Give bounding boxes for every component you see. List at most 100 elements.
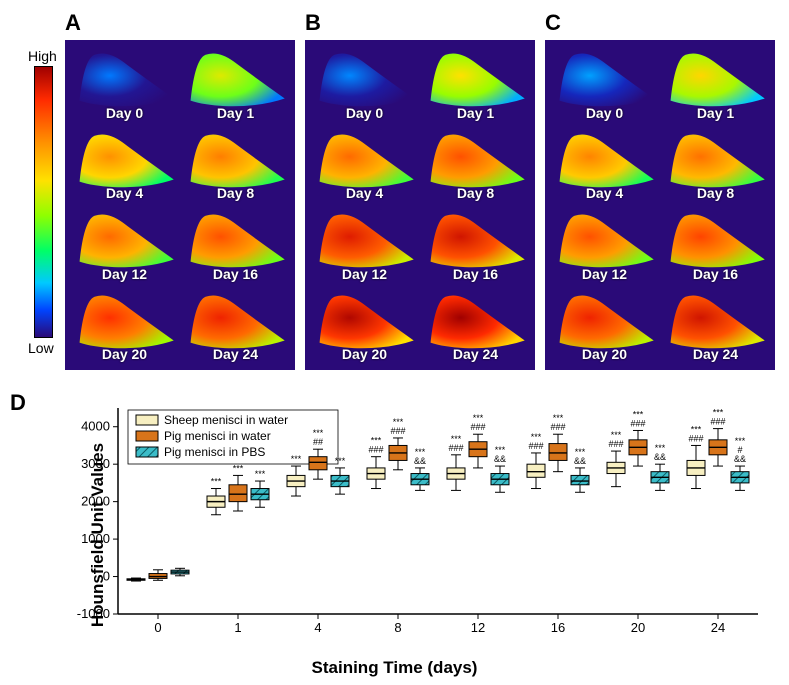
heat-cell-day-day8: Day 8: [662, 127, 769, 204]
heat-cell-day-day8: Day 8: [422, 127, 529, 204]
x-tick-label: 16: [551, 620, 565, 635]
colorbar-high-label: High: [28, 48, 57, 64]
legend-swatch: [136, 415, 158, 425]
sig-label: ###: [688, 433, 703, 443]
heat-panel-b: Day 0Day 1Day 4Day 8 Day 12Day 16 Day 20Da…: [305, 40, 535, 370]
y-tick-label: 3000: [81, 456, 110, 471]
heat-cell-label: Day 20: [551, 346, 658, 362]
top-row: A B C High Low Normalized attenuation Da…: [0, 10, 789, 380]
legend-label: Pig menisci in PBS: [164, 445, 265, 459]
sig-label: ###: [470, 422, 485, 432]
heat-cell-day-day16: Day 16: [662, 207, 769, 284]
sig-label: &&: [734, 454, 746, 464]
box: [549, 444, 567, 461]
sig-label: ***: [335, 456, 346, 466]
y-tick-label: 1000: [81, 531, 110, 546]
panel-label-c: C: [545, 10, 561, 36]
legend-label: Sheep menisci in water: [164, 413, 288, 427]
heat-cell-day-day0: Day 0: [311, 46, 418, 123]
heat-cell-label: Day 16: [662, 266, 769, 282]
heat-cell-day-day20: Day 20: [551, 288, 658, 365]
heat-grid: Day 0Day 1Day 4Day 8 Day 12Day 16 Day 20Da…: [311, 46, 529, 364]
colorbar-bar: [34, 66, 53, 338]
colorbar-low-label: Low: [28, 340, 54, 356]
heat-cell-label: Day 20: [311, 346, 418, 362]
panel-label-a: A: [65, 10, 81, 36]
legend-swatch: [136, 447, 158, 457]
heat-cell-day-day4: Day 4: [311, 127, 418, 204]
heat-cell-day-day24: Day 24: [182, 288, 289, 365]
heat-cell-label: Day 24: [182, 346, 289, 362]
x-tick-label: 20: [631, 620, 645, 635]
heat-cell-label: Day 8: [422, 185, 529, 201]
heat-cell-label: Day 16: [182, 266, 289, 282]
sig-label: ##: [313, 437, 323, 447]
heat-cell-day-day1: Day 1: [662, 46, 769, 123]
heat-cell-label: Day 12: [71, 266, 178, 282]
heat-cell-label: Day 8: [182, 185, 289, 201]
sig-label: &&: [414, 456, 426, 466]
heat-cell-day-day4: Day 4: [71, 127, 178, 204]
heat-cell-day-day16: Day 16: [422, 207, 529, 284]
y-tick-label: 4000: [81, 419, 110, 434]
sig-label: &&: [654, 452, 666, 462]
x-tick-label: 12: [471, 620, 485, 635]
heat-cell-label: Day 12: [311, 266, 418, 282]
panel-label-d: D: [10, 390, 26, 416]
box: [527, 464, 545, 477]
sig-label: ###: [608, 439, 623, 449]
heat-cell-label: Day 1: [422, 105, 529, 121]
heat-cell-label: Day 20: [71, 346, 178, 362]
sig-label: ###: [630, 418, 645, 428]
box: [229, 485, 247, 502]
heat-cell-day-day24: Day 24: [662, 288, 769, 365]
heat-cell-label: Day 4: [71, 185, 178, 201]
heat-cell-label: Day 16: [422, 266, 529, 282]
sig-label: ###: [550, 422, 565, 432]
heat-panel-a: Day 0Day 1Day 4Day 8Day 12Day 16Day 20Da…: [65, 40, 295, 370]
x-tick-label: 1: [234, 620, 241, 635]
x-tick-label: 4: [314, 620, 321, 635]
heat-cell-label: Day 1: [182, 105, 289, 121]
heat-cell-label: Day 0: [311, 105, 418, 121]
y-tick-label: 2000: [81, 494, 110, 509]
heat-cell-day-day16: Day 16: [182, 207, 289, 284]
panel-label-b: B: [305, 10, 321, 36]
sig-label: ###: [448, 443, 463, 453]
boxplot-svg: -100001000200030004000014812162024Sheep …: [68, 400, 768, 648]
heat-panel-c: Day 0Day 1 Day 4Day 8 Day 12Day 16 Day 20Da…: [545, 40, 775, 370]
x-tick-label: 8: [394, 620, 401, 635]
heat-cell-day-day20: Day 20: [311, 288, 418, 365]
legend-swatch: [136, 431, 158, 441]
heat-cell-label: Day 4: [551, 185, 658, 201]
sig-label: &&: [574, 456, 586, 466]
heat-grid: Day 0Day 1 Day 4Day 8 Day 12Day 16 Day 20Da…: [551, 46, 769, 364]
heat-cell-day-day1: Day 1: [422, 46, 529, 123]
sig-label: ###: [528, 441, 543, 451]
figure-root: A B C High Low Normalized attenuation Da…: [0, 0, 789, 685]
box: [571, 475, 589, 484]
heat-cell-day-day12: Day 12: [551, 207, 658, 284]
boxplot-panel: D Hounsfield Unit Values -10000100020003…: [0, 390, 789, 680]
x-axis-label: Staining Time (days): [312, 658, 478, 678]
heat-cell-day-day0: Day 0: [551, 46, 658, 123]
sig-label: ***: [211, 477, 222, 487]
heat-cell-label: Day 24: [662, 346, 769, 362]
heat-cell-day-day1: Day 1: [182, 46, 289, 123]
heat-cell-label: Day 24: [422, 346, 529, 362]
sig-label: ***: [233, 463, 244, 473]
heat-cell-label: Day 8: [662, 185, 769, 201]
heat-cell-day-day12: Day 12: [311, 207, 418, 284]
sig-label: &&: [494, 454, 506, 464]
heat-cell-day-day24: Day 24: [422, 288, 529, 365]
heat-cell-day-day12: Day 12: [71, 207, 178, 284]
sig-label: ***: [255, 469, 266, 479]
y-tick-label: -1000: [77, 606, 110, 621]
sig-label: ###: [390, 426, 405, 436]
sig-label: ###: [710, 417, 725, 427]
heat-cell-day-day8: Day 8: [182, 127, 289, 204]
heat-cell-label: Day 12: [551, 266, 658, 282]
heat-cell-day-day20: Day 20: [71, 288, 178, 365]
box: [309, 457, 327, 470]
sig-label: ***: [291, 454, 302, 464]
